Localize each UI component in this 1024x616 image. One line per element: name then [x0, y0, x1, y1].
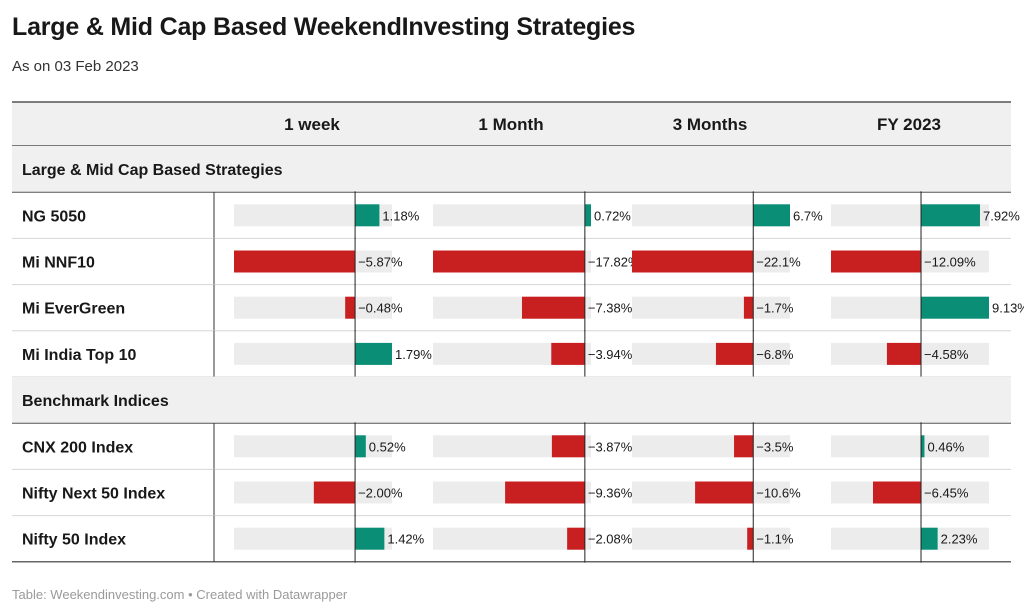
row-label: NG 5050	[22, 208, 86, 225]
value-label: −10.6%	[756, 486, 801, 501]
bar-track	[632, 204, 790, 227]
negative-bar	[567, 527, 585, 550]
value-label: 7.92%	[983, 208, 1020, 223]
value-label: 6.7%	[793, 208, 823, 223]
value-label: −1.7%	[756, 301, 794, 316]
value-label: −22.1%	[756, 255, 801, 270]
row-label: Mi NNF10	[22, 255, 95, 272]
row-label: Nifty Next 50 Index	[22, 486, 165, 503]
positive-bar	[921, 527, 938, 550]
value-label: 9.13%	[992, 301, 1024, 316]
negative-bar	[886, 342, 922, 365]
row-label: Mi India Top 10	[22, 347, 136, 364]
negative-bar	[345, 296, 356, 319]
negative-bar	[743, 296, 754, 319]
negative-bar	[872, 481, 922, 504]
negative-bar	[734, 435, 754, 458]
value-label: −1.1%	[756, 532, 794, 547]
section-row-background	[12, 377, 1011, 424]
bar-track	[234, 204, 392, 227]
value-label: 1.18%	[382, 208, 419, 223]
table-header-background	[12, 102, 1011, 146]
negative-bar	[715, 342, 754, 365]
chart-title: Large & Mid Cap Based WeekendInvesting S…	[12, 13, 636, 41]
bar-track	[234, 527, 392, 550]
bar-track	[433, 204, 591, 227]
value-label: −7.38%	[588, 301, 633, 316]
value-label: −6.8%	[756, 347, 794, 362]
negative-bar	[551, 342, 585, 365]
positive-bar	[355, 204, 380, 227]
value-label: 0.72%	[594, 208, 631, 223]
column-header: 1 week	[284, 115, 340, 134]
negative-bar	[831, 250, 922, 273]
bar-track	[831, 527, 989, 550]
value-label: −5.87%	[358, 255, 403, 270]
positive-bar	[355, 527, 385, 550]
value-label: 1.79%	[395, 347, 432, 362]
section-row-background	[12, 146, 1011, 193]
positive-bar	[921, 296, 989, 319]
row-label: Nifty 50 Index	[22, 532, 126, 549]
value-label: −6.45%	[924, 486, 969, 501]
value-label: −3.87%	[588, 439, 633, 454]
negative-bar	[695, 481, 754, 504]
negative-bar	[234, 250, 356, 273]
column-header: 1 Month	[478, 115, 543, 134]
value-label: −3.5%	[756, 439, 794, 454]
negative-bar	[521, 296, 585, 319]
column-header: FY 2023	[877, 115, 941, 134]
positive-bar	[584, 204, 591, 227]
value-label: 1.42%	[387, 532, 424, 547]
negative-bar	[632, 250, 754, 273]
value-label: −0.48%	[358, 301, 403, 316]
row-label: Mi EverGreen	[22, 301, 125, 318]
positive-bar	[355, 342, 392, 365]
section-title: Large & Mid Cap Based Strategies	[22, 162, 283, 179]
negative-bar	[505, 481, 585, 504]
value-label: −2.08%	[588, 532, 633, 547]
bar-track	[831, 435, 989, 458]
positive-bar	[921, 435, 925, 458]
negative-bar	[313, 481, 356, 504]
value-label: −4.58%	[924, 347, 969, 362]
value-label: 0.52%	[369, 439, 406, 454]
value-label: 2.23%	[941, 532, 978, 547]
value-label: −2.00%	[358, 486, 403, 501]
footer-note: Table: Weekendinvesting.com • Created wi…	[12, 587, 348, 602]
column-header: 3 Months	[673, 115, 748, 134]
bar-track	[433, 435, 591, 458]
bar-track	[234, 435, 392, 458]
value-label: −3.94%	[588, 347, 633, 362]
row-label: CNX 200 Index	[22, 439, 133, 456]
negative-bar	[433, 250, 585, 273]
bar-track	[433, 527, 591, 550]
chart-subtitle: As on 03 Feb 2023	[12, 58, 139, 75]
negative-bar	[747, 527, 754, 550]
value-label: 0.46%	[927, 439, 964, 454]
positive-bar	[753, 204, 790, 227]
positive-bar	[355, 435, 366, 458]
value-label: −12.09%	[924, 255, 976, 270]
value-label: −9.36%	[588, 486, 633, 501]
positive-bar	[921, 204, 980, 227]
bar-track	[234, 342, 392, 365]
value-label: −17.82%	[588, 255, 640, 270]
section-title: Benchmark Indices	[22, 393, 169, 410]
negative-bar	[551, 435, 585, 458]
